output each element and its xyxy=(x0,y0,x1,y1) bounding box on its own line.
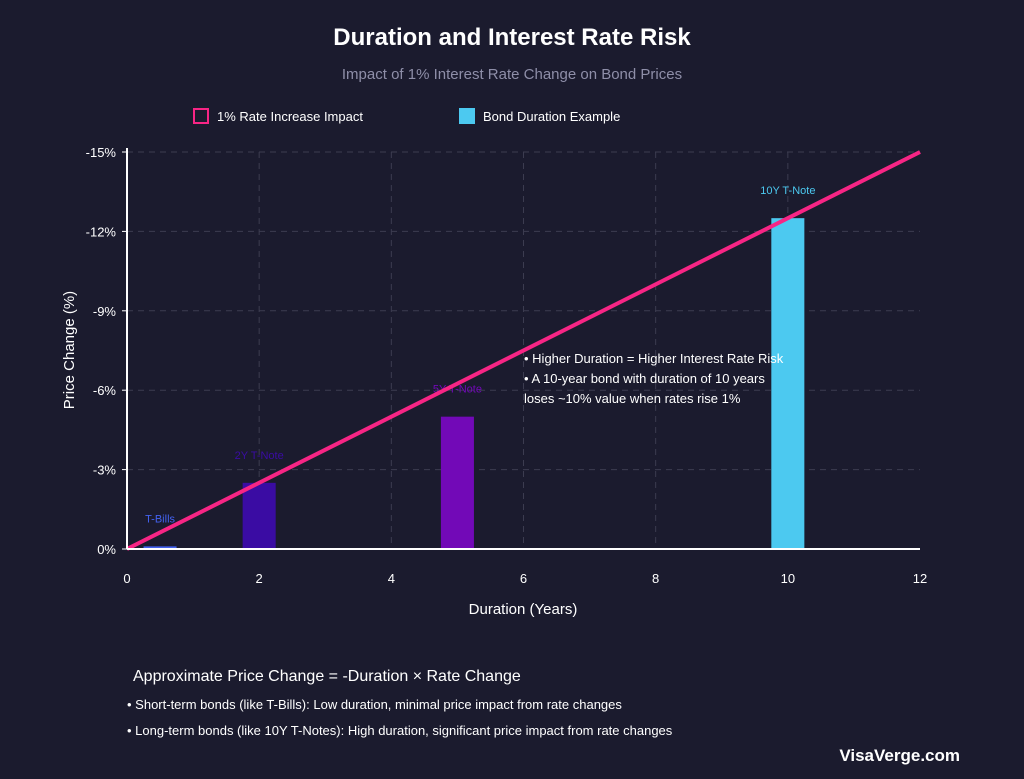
bar-2y-t-note xyxy=(242,482,276,549)
bar-label: 10Y T-Note xyxy=(760,185,815,197)
legend-label: 1% Rate Increase Impact xyxy=(217,108,363,124)
y-axis-label: Price Change (%) xyxy=(61,291,78,409)
annotation-line: • A 10-year bond with duration of 10 yea… xyxy=(524,371,765,386)
annotation-line: • Higher Duration = Higher Interest Rate… xyxy=(524,351,784,366)
chart-plot: T-Bills 2Y T-Note 5Y T-Note 10Y T-Note 0 2 4 6… xyxy=(61,145,927,618)
x-tick-label: 10 xyxy=(781,571,795,586)
annotation: • Higher Duration = Higher Interest Rate… xyxy=(524,351,784,406)
x-tick-label: 2 xyxy=(256,571,263,586)
legend-swatch-filled xyxy=(459,108,475,124)
legend-label: Bond Duration Example xyxy=(483,108,621,124)
chart-subtitle: Impact of 1% Interest Rate Change on Bon… xyxy=(341,66,683,83)
y-tick-label: 0% xyxy=(97,542,116,557)
note-long-term: • Long-term bonds (like 10Y T-Notes): Hi… xyxy=(127,723,673,738)
chart-title: Duration and Interest Rate Risk xyxy=(333,24,691,51)
bar-5y-t-note xyxy=(440,416,474,549)
legend-item-bond-duration[interactable]: Bond Duration Example xyxy=(459,108,620,124)
legend-swatch-outline xyxy=(193,108,209,124)
y-tick-label: -3% xyxy=(93,463,117,478)
rate-impact-line xyxy=(126,150,921,551)
x-tick-label: 6 xyxy=(520,571,527,586)
brand-logo: VisaVerge.com xyxy=(839,746,960,765)
formula: Approximate Price Change = -Duration × R… xyxy=(133,668,521,685)
x-axis-label: Duration (Years) xyxy=(469,601,578,618)
bar-label: 2Y T-Note xyxy=(235,450,284,462)
y-tick-label: -15% xyxy=(86,145,117,160)
y-tick-label: -6% xyxy=(93,383,117,398)
bar-label: 5Y T-Note xyxy=(433,384,482,396)
y-tick-label: -12% xyxy=(86,224,117,239)
bar-10y-t-note xyxy=(771,218,805,549)
annotation-line: loses ~10% value when rates rise 1% xyxy=(524,391,741,406)
legend-item-rate-impact[interactable]: 1% Rate Increase Impact xyxy=(193,108,363,124)
y-tick-label: -9% xyxy=(93,304,117,319)
x-tick-label: 12 xyxy=(913,571,927,586)
bar-label: T-Bills xyxy=(145,513,175,525)
x-tick-label: 8 xyxy=(652,571,659,586)
bar-t-bills xyxy=(143,546,177,549)
note-short-term: • Short-term bonds (like T-Bills): Low d… xyxy=(127,697,622,712)
x-tick-label: 0 xyxy=(123,571,130,586)
x-tick-label: 4 xyxy=(388,571,395,586)
